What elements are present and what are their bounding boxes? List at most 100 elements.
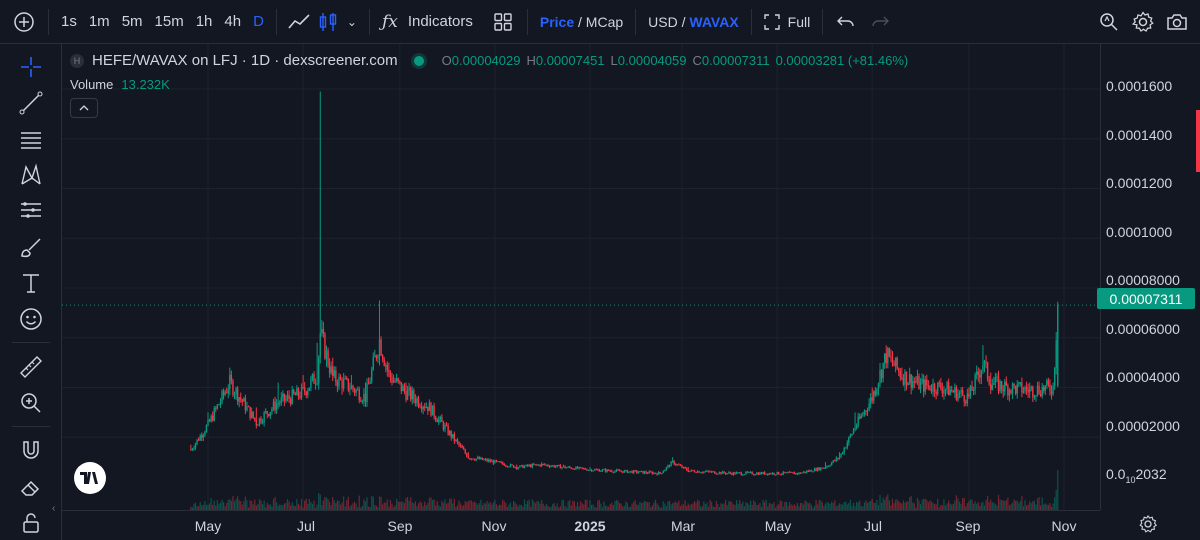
timeframe-1d[interactable]: D bbox=[253, 13, 264, 30]
candle-body bbox=[346, 378, 348, 380]
currency-toggle[interactable]: USD / WAVAX bbox=[642, 7, 745, 37]
volume-bar bbox=[611, 502, 613, 510]
volume-bar bbox=[734, 504, 736, 510]
candle-body bbox=[269, 411, 272, 417]
layouts-icon[interactable] bbox=[485, 7, 521, 37]
volume-bar bbox=[999, 499, 1001, 510]
redo-icon[interactable] bbox=[863, 7, 897, 37]
volume-bar bbox=[784, 501, 786, 510]
indicators-button[interactable]: ƒx Indicators bbox=[376, 7, 479, 37]
fib-tools-icon[interactable] bbox=[14, 196, 48, 226]
wavax-option[interactable]: WAVAX bbox=[689, 13, 739, 30]
scroll-left-icon[interactable]: ‹ bbox=[52, 503, 56, 514]
line-chart-icon[interactable] bbox=[283, 7, 315, 37]
crosshair-icon[interactable] bbox=[14, 52, 48, 82]
candle-body bbox=[530, 464, 532, 468]
candle-body bbox=[865, 410, 867, 412]
candle-body bbox=[464, 449, 466, 454]
volume-bar bbox=[951, 504, 953, 510]
mcap-option[interactable]: MCap bbox=[585, 13, 624, 30]
timeframe-1s[interactable]: 1s bbox=[61, 13, 77, 30]
pattern-icon[interactable] bbox=[14, 160, 48, 190]
fullscreen-button[interactable]: Full bbox=[758, 7, 817, 37]
magnet-icon[interactable] bbox=[14, 436, 48, 466]
zoom-in-icon[interactable] bbox=[14, 388, 48, 418]
volume-bar bbox=[530, 506, 532, 510]
candle-body bbox=[565, 467, 568, 469]
price-option[interactable]: Price bbox=[539, 13, 575, 30]
candle-body bbox=[555, 466, 557, 468]
volume-bar bbox=[486, 500, 488, 510]
candle-body bbox=[367, 383, 370, 385]
volume-bar bbox=[428, 498, 431, 510]
candle-body bbox=[408, 387, 410, 391]
ohlc-high: H0.00007451 bbox=[526, 53, 604, 68]
candles-icon[interactable] bbox=[315, 7, 341, 37]
candle-body bbox=[497, 461, 499, 463]
price-axis-label: 0.0001600 bbox=[1106, 78, 1173, 94]
tradingview-logo[interactable] bbox=[74, 462, 106, 494]
lock-icon[interactable] bbox=[14, 508, 48, 538]
time-axis[interactable] bbox=[62, 510, 1100, 540]
quick-search-icon[interactable] bbox=[1092, 7, 1126, 37]
volume-bar bbox=[626, 502, 629, 510]
volume-bar bbox=[902, 500, 905, 510]
candle-body bbox=[615, 469, 618, 472]
candle-body bbox=[851, 433, 853, 436]
candle-body bbox=[812, 471, 814, 473]
eraser-icon[interactable] bbox=[14, 472, 48, 502]
ruler-icon[interactable] bbox=[14, 352, 48, 382]
volume-bar bbox=[210, 498, 212, 510]
volume-bar bbox=[986, 496, 989, 510]
volume-bar bbox=[403, 503, 406, 510]
undo-icon[interactable] bbox=[829, 7, 863, 37]
volume-bar bbox=[581, 503, 583, 510]
price-chart[interactable] bbox=[62, 44, 1100, 510]
volume-bar bbox=[773, 502, 775, 510]
volume-label[interactable]: Volume bbox=[70, 77, 114, 92]
price-axis[interactable] bbox=[1100, 44, 1200, 510]
toolbar-divider bbox=[48, 8, 49, 35]
candle-body bbox=[414, 398, 417, 404]
timeframe-15m[interactable]: 15m bbox=[154, 13, 184, 30]
candle-body bbox=[927, 385, 930, 387]
candle-body bbox=[668, 465, 671, 467]
candle-body bbox=[1028, 388, 1031, 393]
text-tool-icon[interactable] bbox=[14, 268, 48, 298]
symbol-badge[interactable]: H bbox=[70, 53, 84, 68]
volume-bar bbox=[675, 501, 677, 510]
candle-body bbox=[793, 472, 795, 475]
volume-bar bbox=[402, 501, 404, 510]
symbol-title[interactable]: HEFE/WAVAX on LFJ · 1D · dexscreener.com bbox=[92, 52, 398, 69]
candle-body bbox=[559, 465, 562, 469]
candle-body bbox=[990, 384, 992, 390]
candle-body bbox=[667, 465, 669, 468]
candle-body bbox=[233, 393, 236, 395]
gear-icon[interactable] bbox=[1126, 7, 1160, 37]
camera-icon[interactable] bbox=[1160, 7, 1194, 37]
horizontal-lines-icon[interactable] bbox=[14, 124, 48, 154]
trend-line-icon[interactable] bbox=[14, 88, 48, 118]
volume-bar bbox=[527, 500, 529, 510]
collapse-legend-button[interactable] bbox=[70, 98, 98, 118]
timeframe-1m[interactable]: 1m bbox=[88, 13, 110, 30]
timeframe-4h[interactable]: 4h bbox=[224, 13, 242, 30]
price-mcap-toggle[interactable]: Price / MCap bbox=[534, 7, 629, 37]
brush-icon[interactable] bbox=[14, 232, 48, 262]
volume-bar bbox=[907, 501, 909, 510]
usd-option[interactable]: USD bbox=[648, 13, 678, 30]
candle-body bbox=[876, 388, 878, 395]
candle-body bbox=[347, 378, 350, 390]
candle-body bbox=[489, 459, 491, 462]
volume-bar bbox=[1018, 503, 1020, 510]
chevron-down-icon[interactable]: ⌄ bbox=[346, 14, 357, 29]
add-symbol-icon[interactable] bbox=[6, 7, 42, 37]
timeframe-1h[interactable]: 1h bbox=[195, 13, 213, 30]
timeframe-5m[interactable]: 5m bbox=[121, 13, 143, 30]
axis-settings-icon[interactable] bbox=[1138, 514, 1158, 534]
close-label: C bbox=[692, 53, 702, 68]
emoji-icon[interactable] bbox=[14, 304, 48, 334]
volume-bar bbox=[798, 506, 800, 510]
volume-bar bbox=[1057, 470, 1059, 510]
candle-body bbox=[470, 458, 473, 460]
